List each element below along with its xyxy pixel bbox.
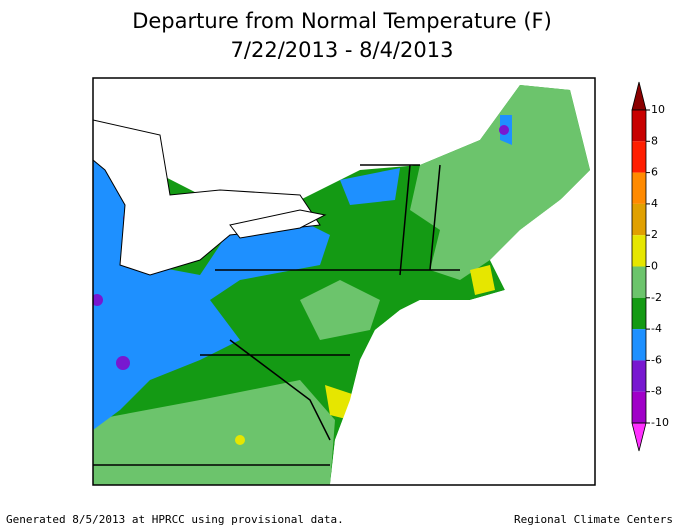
land-region [499, 125, 509, 135]
state-border [93, 164, 460, 466]
legend-band [632, 391, 646, 423]
legend-band [632, 172, 646, 204]
legend-tick-label: 4 [651, 197, 658, 210]
legend-tick-label: -4 [651, 322, 662, 335]
legend-arrow [631, 422, 647, 452]
land-region [93, 140, 330, 430]
legend-band [632, 141, 646, 173]
legend-band [632, 329, 646, 361]
land-region [340, 168, 400, 205]
legend-arrow [631, 81, 647, 111]
legend-band [632, 203, 646, 236]
legend-tick-label: 0 [651, 260, 658, 273]
legend-band [632, 297, 646, 330]
map-title: Departure from Normal Temperature (F) [132, 9, 552, 33]
legend-tick-label: -6 [651, 353, 662, 366]
legend-band [632, 360, 646, 392]
land-region [470, 265, 495, 295]
legend-tick-label: -2 [651, 291, 662, 304]
lake [93, 119, 321, 276]
land-region [93, 380, 335, 485]
land-region [93, 294, 103, 306]
legend: 10 8 6 4 2 0 -2 -4 -6 -8 -10 [631, 81, 669, 452]
land-region [300, 280, 380, 340]
map-frame [92, 77, 596, 486]
legend-band [632, 235, 646, 267]
legend-band [632, 266, 646, 298]
legend-tick-label: 2 [651, 228, 658, 241]
legend-band [632, 110, 646, 142]
legend-tick-label: 6 [651, 166, 658, 179]
legend-tick-label: 10 [651, 103, 665, 116]
land-region [116, 356, 130, 370]
lake [229, 209, 327, 239]
land-region [235, 435, 245, 445]
map-subtitle: 7/22/2013 - 8/4/2013 [231, 38, 454, 62]
map [92, 77, 596, 486]
legend-tick-label: -10 [651, 416, 669, 429]
footer-left: Generated 8/5/2013 at HPRCC using provis… [6, 513, 344, 526]
footer-right: Regional Climate Centers [514, 513, 673, 526]
ocean [330, 170, 595, 485]
legend-tick-label: -8 [651, 385, 662, 398]
land-region [410, 85, 590, 280]
legend-tick-label: 8 [651, 134, 658, 147]
